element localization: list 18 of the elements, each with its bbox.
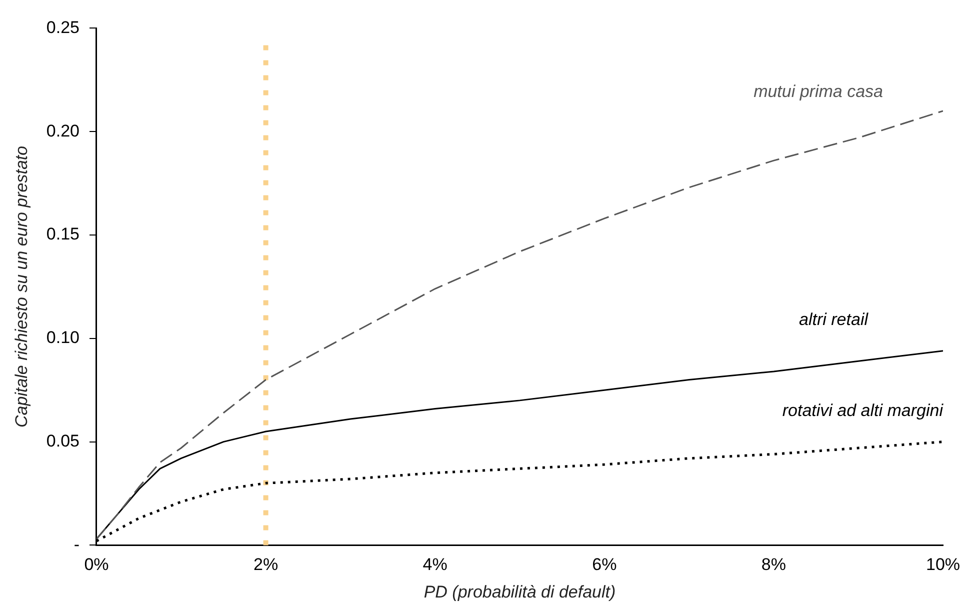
y-tick-label: 0.20 — [46, 121, 80, 140]
y-axis-title: Capitale richiesto su un euro prestato — [12, 146, 31, 428]
y-tick-label: 0.05 — [46, 431, 80, 450]
series-label: rotativi ad alti margini — [782, 400, 944, 420]
line-series — [96, 110, 943, 540]
y-tick-label: 0.10 — [46, 328, 80, 348]
x-axis-title: PD (probabilità di default) — [424, 582, 616, 602]
x-tick-label: 8% — [761, 555, 786, 574]
y-tick-label: 0.25 — [46, 18, 80, 37]
y-tick-label: - — [74, 534, 80, 554]
x-tick-label: 4% — [422, 555, 448, 574]
x-tick-label: 2% — [254, 555, 278, 574]
y-tick-label: 0.15 — [46, 224, 80, 244]
x-tick-label: 10% — [926, 555, 960, 574]
x-tick-label: 0% — [84, 555, 109, 574]
x-tick-label: 6% — [592, 555, 617, 574]
series-label: altri retail — [799, 310, 870, 329]
series-label: mutui prima casa — [754, 82, 883, 101]
